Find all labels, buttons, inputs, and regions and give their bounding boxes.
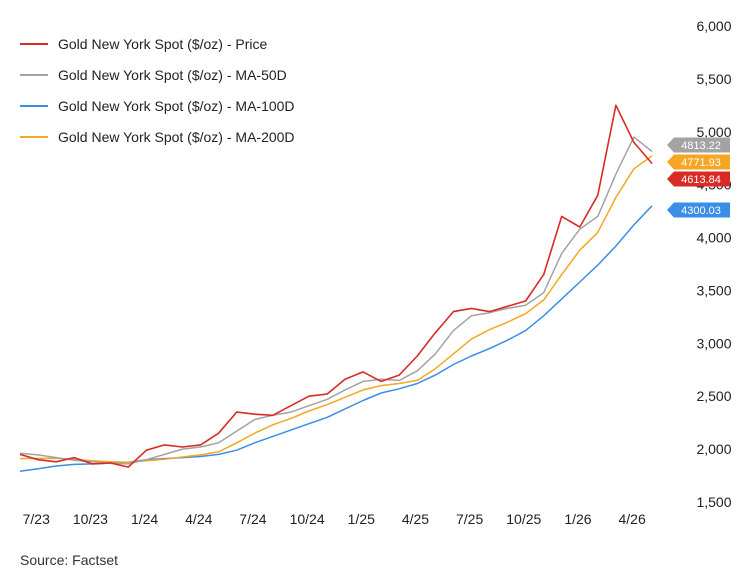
value-badge-label: 4813.22 — [681, 140, 721, 152]
y-tick-label: 4,000 — [696, 230, 731, 246]
x-tick-label: 7/24 — [239, 511, 266, 527]
x-tick-label: 4/25 — [402, 511, 429, 527]
y-tick-label: 3,000 — [696, 335, 731, 351]
legend-label: Gold New York Spot ($/oz) - MA-50D — [58, 67, 287, 83]
legend-label: Gold New York Spot ($/oz) - MA-100D — [58, 98, 295, 114]
series-lines — [19, 104, 653, 473]
x-axis: 7/23 10/23 1/24 4/24 7/24 10/24 1/25 4/25 7/25 10… — [23, 511, 646, 527]
y-tick-label: 2,000 — [696, 441, 731, 457]
y-tick-label: 2,500 — [696, 388, 731, 404]
source-note: Source: Factset — [20, 552, 119, 568]
y-tick-label: 5,500 — [696, 71, 731, 87]
value-badge — [667, 154, 730, 170]
series-line — [19, 155, 653, 464]
x-tick-label: 1/25 — [348, 511, 375, 527]
y-tick-label: 3,500 — [696, 282, 731, 298]
y-tick-label: 6,000 — [696, 18, 731, 34]
y-tick-label: 5,000 — [696, 124, 731, 140]
x-tick-label: 10/25 — [506, 511, 541, 527]
last-value-badges: 4813.22 4771.93 4613.84 4300.03 — [667, 137, 730, 218]
value-badge — [667, 202, 730, 218]
series-line — [19, 136, 653, 465]
x-tick-label: 10/23 — [73, 511, 108, 527]
value-badge-label: 4613.84 — [681, 174, 721, 186]
series-line — [19, 104, 653, 468]
y-tick-label: 1,500 — [696, 494, 731, 510]
x-tick-label: 1/24 — [131, 511, 158, 527]
legend-label: Gold New York Spot ($/oz) - MA-200D — [58, 129, 295, 145]
x-tick-label: 1/26 — [564, 511, 591, 527]
y-axis: 6,0005,5005,0004,5004,0003,5003,0002,500… — [696, 18, 731, 510]
value-badge-label: 4300.03 — [681, 205, 721, 217]
legend-label: Gold New York Spot ($/oz) - Price — [58, 36, 268, 52]
series-line — [19, 205, 653, 473]
x-tick-label: 4/24 — [185, 511, 212, 527]
value-badge — [667, 171, 730, 187]
value-badge — [667, 137, 730, 153]
x-tick-label: 10/24 — [290, 511, 325, 527]
x-tick-label: 4/26 — [619, 511, 646, 527]
x-tick-label: 7/25 — [456, 511, 483, 527]
legend: Gold New York Spot ($/oz) - Price Gold Ne… — [20, 36, 295, 145]
value-badge-label: 4771.93 — [681, 157, 721, 169]
x-tick-label: 7/23 — [23, 511, 50, 527]
